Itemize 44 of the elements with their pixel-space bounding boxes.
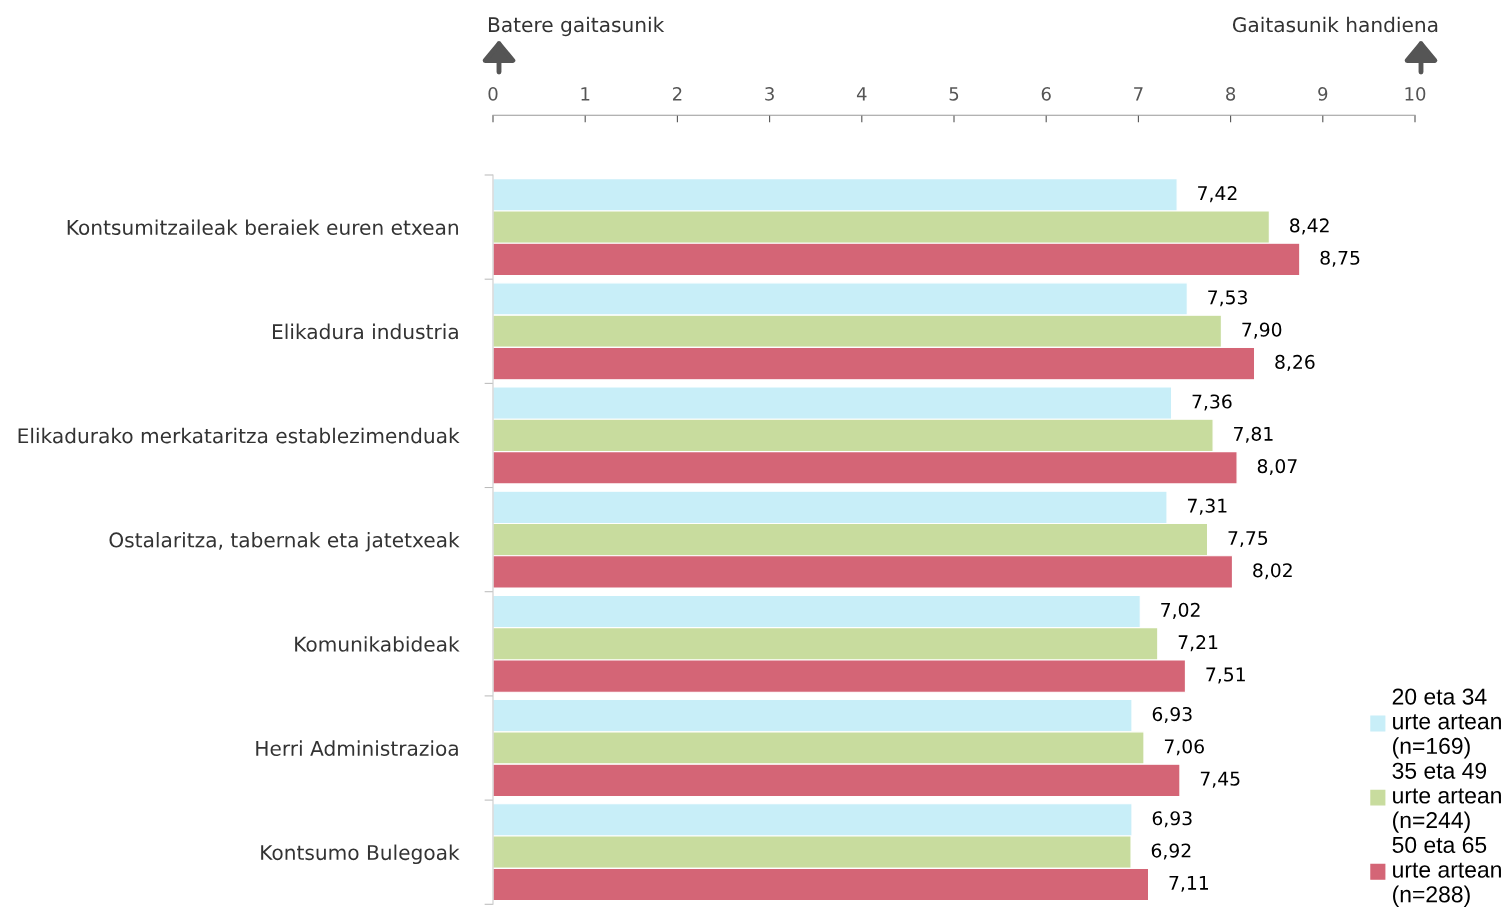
data-label: 8,42 (1290, 218, 1329, 235)
data-label: 7,51 (1206, 667, 1245, 684)
data-label: 7,11 (1169, 875, 1208, 892)
data-label: 8,07 (1257, 459, 1297, 476)
data-label: 7,02 (1161, 602, 1200, 619)
x-tick-label: 0 (488, 87, 498, 101)
data-label: 8,26 (1275, 354, 1315, 371)
data-label: 7,31 (1187, 498, 1227, 515)
data-label: 6,92 (1151, 843, 1191, 860)
x-tick-label: 8 (1226, 87, 1236, 101)
y-tick-label: Ostalaritza, tabernak eta jatetxeak (109, 531, 460, 552)
legend-label: 20 eta 34 urte artean (n=169) (1392, 688, 1501, 759)
data-label: 7,53 (1208, 290, 1247, 307)
data-label: 7,45 (1200, 771, 1240, 788)
data-label: 7,06 (1164, 739, 1204, 756)
y-tick-label: Herri Administrazioa (256, 740, 458, 756)
x-tick-label: 6 (1041, 87, 1051, 101)
x-tick-label: 5 (949, 87, 959, 101)
data-label: 7,42 (1198, 186, 1237, 203)
x-tick-label: 10 (1405, 87, 1426, 101)
y-tick-label: Kontsumo Bulegoak (261, 844, 460, 865)
data-label: 8,75 (1320, 250, 1360, 267)
legend-label: 35 eta 49 urte artean (n=244) (1392, 762, 1501, 833)
legend-label: 50 eta 65 urte artean (n=288) (1392, 836, 1501, 907)
x-tick-label: 9 (1318, 87, 1328, 101)
x-tick-label: 7 (1134, 87, 1143, 101)
y-tick-label: Elikadurako merkataritza establezimenduak (18, 427, 460, 444)
data-label: 7,75 (1228, 531, 1268, 547)
x-tick-label: 2 (672, 87, 682, 101)
data-label: 6,93 (1152, 811, 1192, 828)
x-tick-label: 3 (765, 87, 774, 101)
data-label: 7,90 (1242, 322, 1282, 339)
y-tick-label: Elikadura industria (273, 323, 458, 340)
x-tick-label: 4 (856, 87, 867, 101)
x-tick-label: 1 (581, 87, 590, 101)
text: Batere gaitasunik (488, 16, 665, 37)
data-label: 8,02 (1253, 563, 1292, 580)
text: Gaitasunik handiena (1232, 16, 1438, 33)
data-label: 7,81 (1234, 426, 1273, 443)
data-label: 6,93 (1152, 706, 1192, 724)
data-label: 7,21 (1178, 635, 1218, 652)
y-tick-label: Kontsumitzaileak beraiek euren etxean (67, 219, 458, 236)
y-tick-label: Komunikabideak (295, 636, 460, 652)
data-label: 7,36 (1192, 394, 1232, 411)
